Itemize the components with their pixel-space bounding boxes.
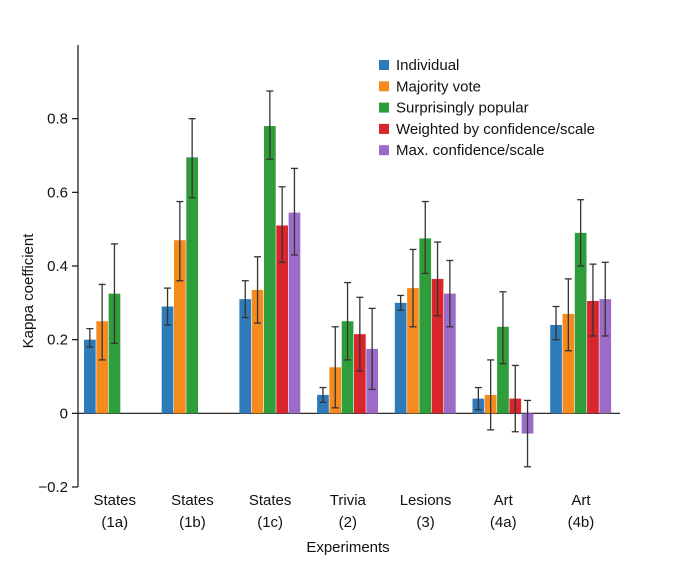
legend-swatch-individual	[379, 60, 389, 70]
x-category-label-line1: Art	[494, 492, 514, 509]
bar-weighted-by-confidence-scale-6	[587, 300, 599, 414]
bar-majority-vote-2	[251, 289, 264, 414]
bar-weighted-by-confidence-scale-4	[431, 278, 444, 414]
y-tick-label: 0.6	[47, 184, 68, 201]
bar-individual-2	[239, 299, 252, 414]
bar-surprisingly-popular-1	[186, 157, 198, 414]
bar-majority-vote-0	[96, 321, 108, 414]
bar-majority-vote-4	[407, 288, 419, 414]
x-category-label-line1: States	[171, 492, 214, 509]
legend-swatch-max-confidence-scale	[379, 145, 389, 156]
x-category-label-line2: (2)	[339, 514, 357, 531]
x-category-label-line1: States	[93, 492, 136, 509]
legend-label: Surprisingly popular	[396, 100, 529, 117]
x-category-label-line2: (1c)	[257, 514, 283, 531]
bar-weighted-by-confidence-scale-2	[276, 225, 288, 414]
y-tick-label: 0.8	[47, 111, 68, 128]
bar-individual-4	[394, 302, 407, 414]
y-tick-label: −0.2	[38, 479, 68, 496]
bar-majority-vote-6	[562, 313, 575, 414]
x-category-label-line1: Art	[571, 492, 591, 509]
legend-swatch-majority-vote	[379, 81, 389, 92]
bar-surprisingly-popular-4	[419, 238, 432, 414]
legend: Individual Majority vote Surprisingly popu…	[379, 57, 595, 159]
bar-surprisingly-popular-3	[341, 321, 354, 414]
legend-swatch-surprisingly-popular	[379, 102, 389, 113]
bar-individual-3	[317, 394, 329, 414]
x-category-label-line1: Trivia	[330, 492, 367, 509]
y-axis-title: Kappa coefficient	[20, 233, 37, 349]
bar-surprisingly-popular-6	[574, 232, 587, 414]
x-category-label-line2: (4b)	[568, 514, 595, 531]
x-category-label-line2: (1b)	[179, 514, 206, 531]
x-category-label-line2: (3)	[416, 514, 434, 531]
bar-weighted-by-confidence-scale-3	[354, 334, 366, 414]
bars-layer	[84, 126, 612, 434]
bar-surprisingly-popular-5	[497, 326, 509, 414]
legend-label: Majority vote	[396, 78, 481, 95]
labels-layer: States (1a) States (1b) States (1c) Trivia (2) L…	[93, 492, 594, 556]
x-category-label-line2: (4a)	[490, 514, 517, 531]
bar-max-confidence-scale-6	[599, 299, 612, 414]
bar-surprisingly-popular-2	[264, 126, 276, 414]
bar-surprisingly-popular-0	[108, 293, 121, 414]
bar-max-confidence-scale-2	[288, 212, 301, 414]
x-category-label-line1: Lesions	[400, 492, 452, 509]
bar-max-confidence-scale-4	[444, 293, 456, 414]
y-tick-label: 0	[60, 405, 68, 422]
y-tick-label: 0.2	[47, 332, 68, 349]
error-bars-layer	[86, 90, 609, 468]
x-axis-title: Experiments	[306, 539, 389, 556]
legend-label: Individual	[396, 57, 459, 74]
x-category-label-line2: (1a)	[101, 514, 128, 531]
bar-individual-1	[161, 306, 174, 414]
y-tick-label: 0.4	[47, 258, 68, 275]
bar-individual-6	[550, 324, 562, 414]
legend-swatch-weighted-by-confidence-scale	[379, 123, 389, 134]
bar-majority-vote-1	[174, 240, 186, 414]
legend-label: Weighted by confidence/scale	[396, 121, 595, 138]
x-category-label-line1: States	[249, 492, 292, 509]
bar-individual-0	[84, 339, 96, 414]
legend-label: Max. confidence/scale	[396, 142, 544, 159]
